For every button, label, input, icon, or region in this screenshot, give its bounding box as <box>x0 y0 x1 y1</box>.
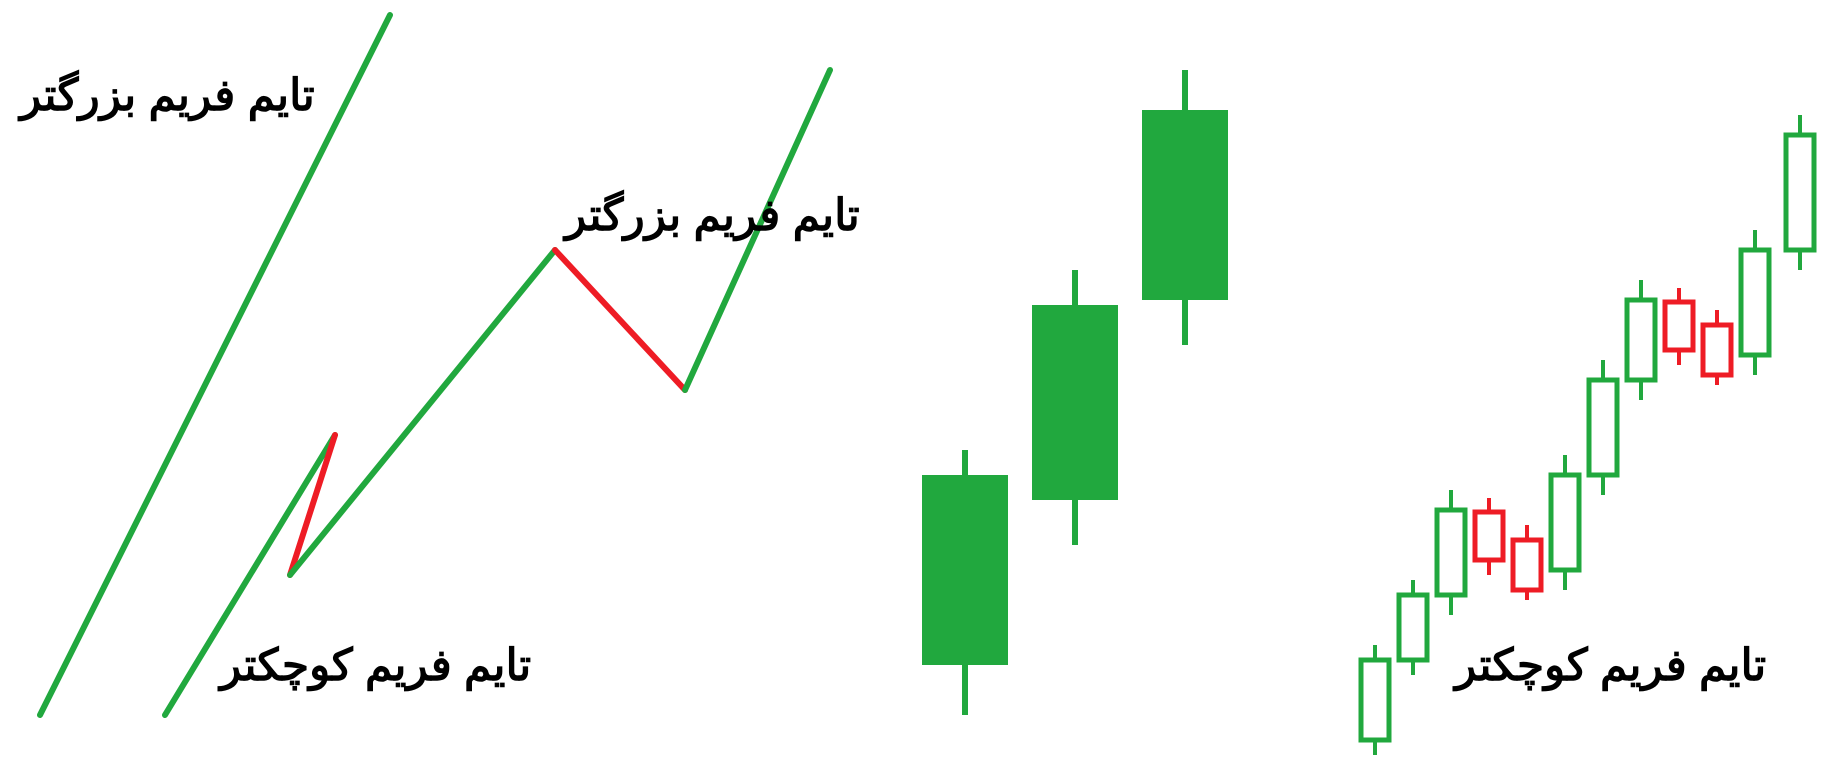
label-higher-tf-mid: تایم فریم بزرگتر <box>565 190 860 241</box>
label-higher-tf-left: تایم فریم بزرگتر <box>20 70 315 121</box>
label-lower-tf-right: تایم فریم کوچکتر <box>1455 640 1766 691</box>
label-lower-tf-left: تایم فریم کوچکتر <box>220 640 531 691</box>
